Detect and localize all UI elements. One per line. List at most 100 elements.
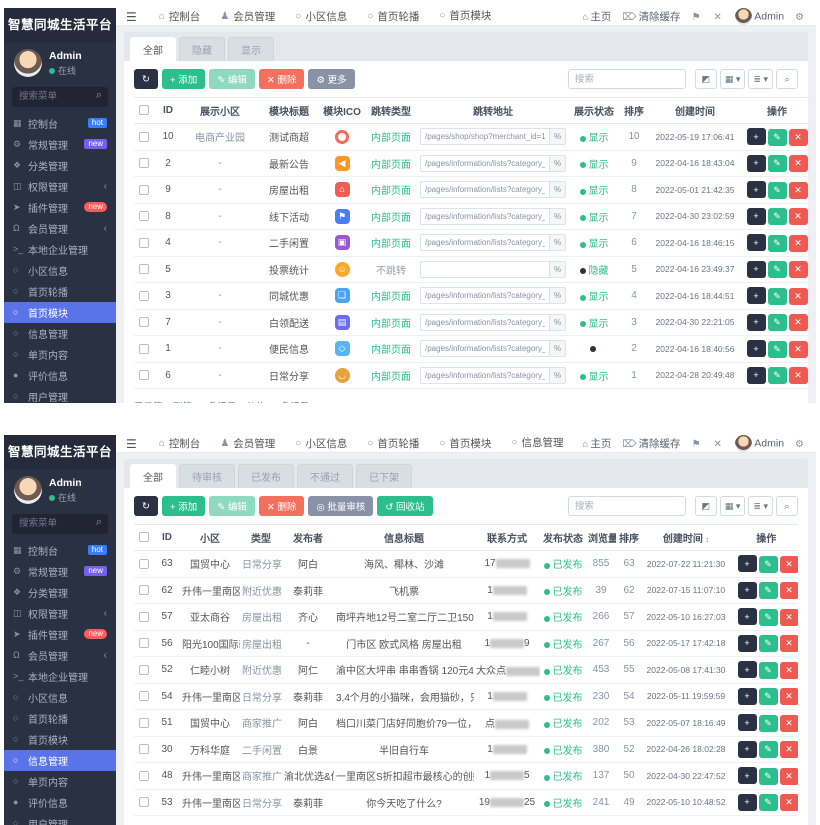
status-badge[interactable]: 已发布 <box>552 613 583 625</box>
row-add-button[interactable]: + <box>746 128 766 145</box>
sidebar-item-本地企业管理[interactable]: >_ 本地企业管理 <box>4 239 116 260</box>
row-checkbox[interactable] <box>139 770 149 781</box>
recycle-bin-button[interactable]: ↺ 回收站 <box>377 496 433 516</box>
fullscreen-toggle-icon[interactable]: ◩ <box>694 69 717 89</box>
status-badge[interactable]: 已发布 <box>552 639 583 651</box>
columns-dropdown-icon[interactable]: ▦ ▾ <box>719 496 746 516</box>
row-add-button[interactable]: + <box>737 581 757 599</box>
row-add-button[interactable]: + <box>737 767 757 784</box>
row-add-button[interactable]: + <box>746 313 766 331</box>
row-delete-button[interactable]: ✕ <box>779 582 798 599</box>
status-badge[interactable]: 已发布 <box>552 692 583 704</box>
link-icon[interactable]: % <box>550 260 566 278</box>
notification-icon[interactable]: ⚑ <box>691 438 701 450</box>
batch-audit-button[interactable]: ◎ 批量审核 <box>308 496 374 516</box>
sidebar-item-分类管理[interactable]: ❖ 分类管理 <box>4 582 116 603</box>
row-checkbox[interactable] <box>139 638 149 649</box>
sidebar-item-小区信息[interactable]: ○ 小区信息 <box>4 687 116 708</box>
jump-url-input[interactable] <box>420 313 550 331</box>
nav-tab-控制台[interactable]: ⌂ 控制台 <box>149 435 211 452</box>
sort-icon[interactable]: ↕ <box>702 535 710 544</box>
settings-gear-icon[interactable]: ⚙ <box>795 438 804 450</box>
row-edit-button[interactable]: ✎ <box>767 261 787 278</box>
clear-cache-link[interactable]: ⌦ 清除缓存 <box>622 11 681 23</box>
row-checkbox[interactable] <box>139 611 149 622</box>
delete-button[interactable]: ✕ 删除 <box>258 496 305 516</box>
navbar-user[interactable]: Admin <box>734 435 784 452</box>
jump-url-input[interactable] <box>420 287 550 305</box>
row-edit-button[interactable]: ✎ <box>767 155 787 172</box>
row-checkbox[interactable] <box>139 237 149 248</box>
tab-已下架[interactable]: 已下架 <box>356 464 412 488</box>
row-checkbox[interactable] <box>139 744 149 755</box>
status-badge[interactable]: 显示 <box>588 292 609 304</box>
link-icon[interactable]: % <box>550 207 566 225</box>
sidebar-item-首页轮播[interactable]: ○ 首页轮播 <box>4 708 116 729</box>
status-badge[interactable]: 已发布 <box>552 560 583 572</box>
row-add-button[interactable]: + <box>737 634 757 652</box>
tab-已发布[interactable]: 已发布 <box>238 464 294 488</box>
row-add-button[interactable]: + <box>737 793 757 811</box>
row-edit-button[interactable]: ✎ <box>758 661 778 679</box>
link-icon[interactable]: % <box>550 181 566 199</box>
status-badge[interactable]: 隐藏 <box>588 265 609 277</box>
row-add-button[interactable]: + <box>746 207 766 225</box>
row-checkbox[interactable] <box>139 264 149 275</box>
link-icon[interactable]: % <box>550 366 566 384</box>
jump-url-input[interactable] <box>420 234 550 252</box>
tab-隐藏[interactable]: 隐藏 <box>179 37 225 61</box>
link-icon[interactable]: % <box>550 287 566 305</box>
row-delete-button[interactable]: ✕ <box>788 340 808 358</box>
status-badge[interactable]: 显示 <box>588 371 609 383</box>
tab-全部[interactable]: 全部 <box>130 37 176 61</box>
table-search-input[interactable] <box>567 496 686 516</box>
status-badge[interactable]: 已发布 <box>552 719 583 731</box>
jump-url-input[interactable] <box>420 366 550 384</box>
status-badge[interactable]: 已发布 <box>552 798 583 810</box>
row-edit-button[interactable]: ✎ <box>758 555 778 573</box>
sidebar-item-插件管理[interactable]: ➤ 插件管理 new <box>4 197 116 218</box>
row-add-button[interactable]: + <box>737 555 757 572</box>
row-delete-button[interactable]: ✕ <box>788 208 808 225</box>
status-badge[interactable]: 显示 <box>588 159 609 171</box>
tab-全部[interactable]: 全部 <box>130 464 176 488</box>
nav-tab-控制台[interactable]: ⌂ 控制台 <box>149 8 211 25</box>
sidebar-item-小区信息[interactable]: ○ 小区信息 <box>4 260 116 281</box>
columns-dropdown-icon[interactable]: ▦ ▾ <box>719 69 746 89</box>
link-icon[interactable]: % <box>550 313 566 331</box>
home-link[interactable]: ⌂ 主页 <box>582 438 612 450</box>
row-edit-button[interactable]: ✎ <box>758 688 778 705</box>
jump-url-input[interactable] <box>420 128 550 146</box>
nav-tab-会员管理[interactable]: ♟ 会员管理 <box>210 8 285 25</box>
nav-tab-首页模块[interactable]: ○ 首页模块 <box>429 8 502 25</box>
clear-cache-link[interactable]: ⌦ 清除缓存 <box>622 438 681 450</box>
search-button-icon[interactable]: ⌕ <box>776 69 798 89</box>
link-icon[interactable]: % <box>550 234 566 252</box>
sidebar-item-评价信息[interactable]: ● 评价信息 <box>4 792 116 813</box>
menu-search-input[interactable] <box>12 86 108 107</box>
row-edit-button[interactable]: ✎ <box>758 582 778 599</box>
row-checkbox[interactable] <box>139 131 149 142</box>
row-edit-button[interactable]: ✎ <box>767 314 787 331</box>
row-edit-button[interactable]: ✎ <box>758 741 778 758</box>
status-badge[interactable]: 已发布 <box>552 772 583 784</box>
sidebar-item-插件管理[interactable]: ➤ 插件管理 new <box>4 624 116 645</box>
sidebar-item-会员管理[interactable]: Ω 会员管理 ‹ <box>4 218 116 239</box>
sidebar-item-信息管理[interactable]: ○ 信息管理 <box>4 749 116 771</box>
search-button-icon[interactable]: ⌕ <box>776 496 798 516</box>
row-checkbox[interactable] <box>139 797 149 808</box>
row-add-button[interactable]: + <box>737 740 757 758</box>
row-delete-button[interactable]: ✕ <box>788 287 808 305</box>
row-add-button[interactable]: + <box>746 260 766 278</box>
link-icon[interactable]: % <box>550 128 566 146</box>
status-badge[interactable]: 已发布 <box>552 745 583 757</box>
sidebar-item-权限管理[interactable]: ◫ 权限管理 ‹ <box>4 176 116 197</box>
tab-不通过[interactable]: 不通过 <box>297 464 353 488</box>
delete-button[interactable]: ✕ 删除 <box>258 69 305 89</box>
nav-tab-小区信息[interactable]: ○ 小区信息 <box>285 8 357 25</box>
sidebar-item-用户管理[interactable]: ○ 用户管理 <box>4 386 116 403</box>
jump-url-input[interactable] <box>420 207 550 225</box>
row-checkbox[interactable] <box>139 558 149 569</box>
sidebar-item-控制台[interactable]: ▦ 控制台 hot <box>4 540 116 561</box>
